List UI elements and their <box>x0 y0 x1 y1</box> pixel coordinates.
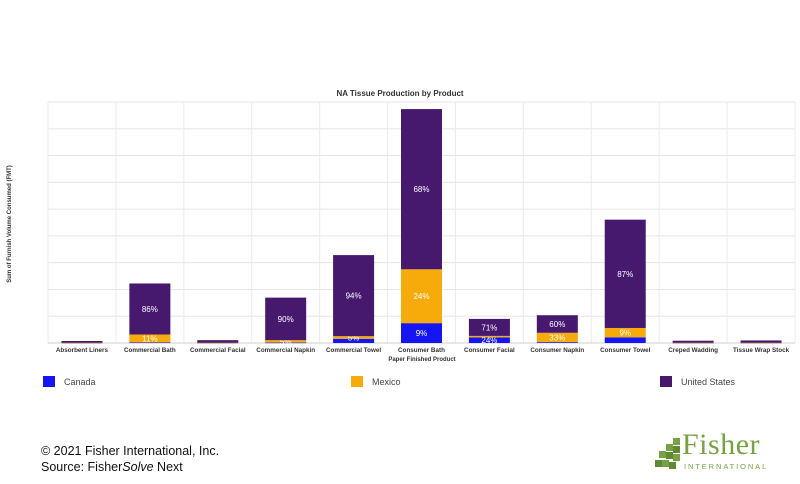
copyright-text: © 2021 Fisher International, Inc. <box>41 444 220 458</box>
bar-segment-canada[interactable]: Commercial Napkin — Canada: 0.15 <box>265 342 307 344</box>
legend-label-mexico: Mexico <box>372 376 401 387</box>
data-label-united-states: 68% <box>413 185 429 194</box>
x-tick-label: Commercial Bath <box>124 347 176 354</box>
data-label-united-states: 87% <box>617 270 633 279</box>
x-tick-label: Consumer Towel <box>600 347 651 354</box>
logo-name: Fisher <box>682 428 760 461</box>
stacked-bar-chart: NA Tissue Production by Product Sum of F… <box>7 89 796 363</box>
bar-segment-canada[interactable]: Consumer Napkin — Canada: 0.3 <box>536 342 578 343</box>
bar-segment-canada[interactable]: Commercial Bath — Canada: 0.2 <box>129 342 171 344</box>
bar-segment-united-states[interactable]: Creped Wadding — United States: 0.7 <box>672 340 714 343</box>
logo-subtitle: INTERNATIONAL <box>684 462 769 471</box>
legend-item-united-states[interactable]: United States <box>660 376 735 387</box>
data-label-canada: 9% <box>416 329 428 338</box>
bar-segment-united-states[interactable]: Absorbent Liners — United States: 0.6 <box>61 341 103 343</box>
bar-segment-mexico[interactable]: Consumer Facial — Mexico: 0.5 <box>468 335 510 338</box>
bar-segment-canada[interactable]: Commercial Towel — Canada: 1.5 <box>333 338 375 343</box>
x-tick-label: Tissue Wrap Stock <box>733 347 790 354</box>
legend-item-canada[interactable]: Canada <box>43 376 96 387</box>
bar-segment-united-states[interactable]: Consumer Towel — United States: 38.2 <box>604 219 646 328</box>
bar-segment-united-states[interactable]: Consumer Facial — United States: 6 <box>468 318 510 336</box>
data-label-united-states: 90% <box>278 315 294 324</box>
fisher-logo-icon <box>655 438 680 469</box>
source-text: Source: FisherSolve Next <box>41 460 183 474</box>
x-tick-label: Commercial Napkin <box>256 347 315 354</box>
bar-segment-mexico[interactable]: Absorbent Liners — Mexico: 0.05 <box>61 342 103 344</box>
bar-segment-united-states[interactable]: Tissue Wrap Stock — United States: 0.8 <box>740 340 782 343</box>
bar-segment-united-states[interactable]: Commercial Napkin — United States: 15 <box>265 297 307 341</box>
bar-segment-united-states[interactable]: Commercial Towel — United States: 28.6 <box>333 255 375 337</box>
legend-swatch-canada <box>43 376 55 387</box>
data-label-mexico: 9% <box>619 329 631 338</box>
bar-segment-united-states[interactable]: Commercial Facial — United States: 0.9 <box>197 340 239 343</box>
data-label-united-states: 60% <box>549 320 565 329</box>
data-label-united-states: 71% <box>481 323 497 332</box>
bar-segment-canada[interactable]: Consumer Bath — Canada: 7 <box>401 323 442 343</box>
legend-label-united-states: United States <box>681 376 736 387</box>
legend: Canada Mexico United States <box>0 376 800 390</box>
legend-swatch-united-states <box>660 376 672 387</box>
x-tick-label: Consumer Bath <box>398 347 445 354</box>
x-tick-label: Absorbent Liners <box>56 347 109 354</box>
chart-title: NA Tissue Production by Product <box>336 89 463 98</box>
bar-segment-mexico[interactable]: Consumer Napkin — Mexico: 3.3 <box>536 332 578 343</box>
legend-item-mexico[interactable]: Mexico <box>351 376 401 387</box>
data-label-mexico: 24% <box>413 292 429 301</box>
bar-segment-mexico[interactable]: Commercial Bath — Mexico: 2.8 <box>129 334 171 343</box>
bar-segment-mexico[interactable]: Tissue Wrap Stock — Mexico: 0.05 <box>740 342 782 344</box>
footer: © 2021 Fisher International, Inc. Source… <box>41 443 219 475</box>
data-label-canada: 24% <box>481 336 497 345</box>
bar-segment-mexico[interactable]: Consumer Towel — Mexico: 3.3 <box>604 327 646 338</box>
data-label-mexico: 11% <box>142 334 157 343</box>
x-tick-label: Creped Wadding <box>668 347 718 354</box>
bar-segment-mexico[interactable]: Commercial Towel — Mexico: 0.9 <box>333 336 375 339</box>
bars: Absorbent Liners — Canada: 0.05Absorbent… <box>61 109 782 346</box>
bar-segment-united-states[interactable]: Consumer Napkin — United States: 6.2 <box>536 315 578 333</box>
bar-segment-mexico[interactable]: Commercial Facial — Mexico: 0.05 <box>197 342 239 344</box>
bar-segment-mexico[interactable]: Consumer Bath — Mexico: 19 <box>401 269 442 324</box>
data-label-mexico: 5% <box>348 333 360 342</box>
data-label-mexico: 5% <box>280 337 292 346</box>
data-label-united-states: 94% <box>346 292 362 301</box>
x-tick-labels: Absorbent Liners Commercial Bath Commercia… <box>56 347 790 354</box>
legend-label-canada: Canada <box>64 376 96 387</box>
data-label-mexico: 33% <box>549 333 565 342</box>
bar-segment-canada[interactable]: Consumer Towel — Canada: 2 <box>604 337 646 343</box>
x-tick-label: Commercial Facial <box>190 347 246 354</box>
data-label-united-states: 86% <box>142 305 158 314</box>
bar-segment-united-states[interactable]: Consumer Bath — United States: 56.5 <box>401 109 442 270</box>
bar-segment-canada[interactable]: Consumer Facial — Canada: 2 <box>468 337 510 343</box>
legend-swatch-mexico <box>351 376 363 387</box>
x-tick-label: Commercial Towel <box>326 347 381 354</box>
y-axis-title: Sum of Furnish Volume Consumed (FMT) <box>7 165 13 283</box>
x-axis-title: Paper Finished Product <box>388 357 455 363</box>
bar-segment-mexico[interactable]: Creped Wadding — Mexico: 0.05 <box>672 342 714 344</box>
bar-segment-mexico[interactable]: Commercial Napkin — Mexico: 0.85 <box>265 340 307 343</box>
x-tick-label: Consumer Napkin <box>530 347 584 354</box>
bar-segment-united-states[interactable]: Commercial Bath — United States: 18 <box>129 283 171 335</box>
x-tick-label: Consumer Facial <box>464 347 515 354</box>
fisher-logo: Fisher INTERNATIONAL <box>655 428 770 474</box>
